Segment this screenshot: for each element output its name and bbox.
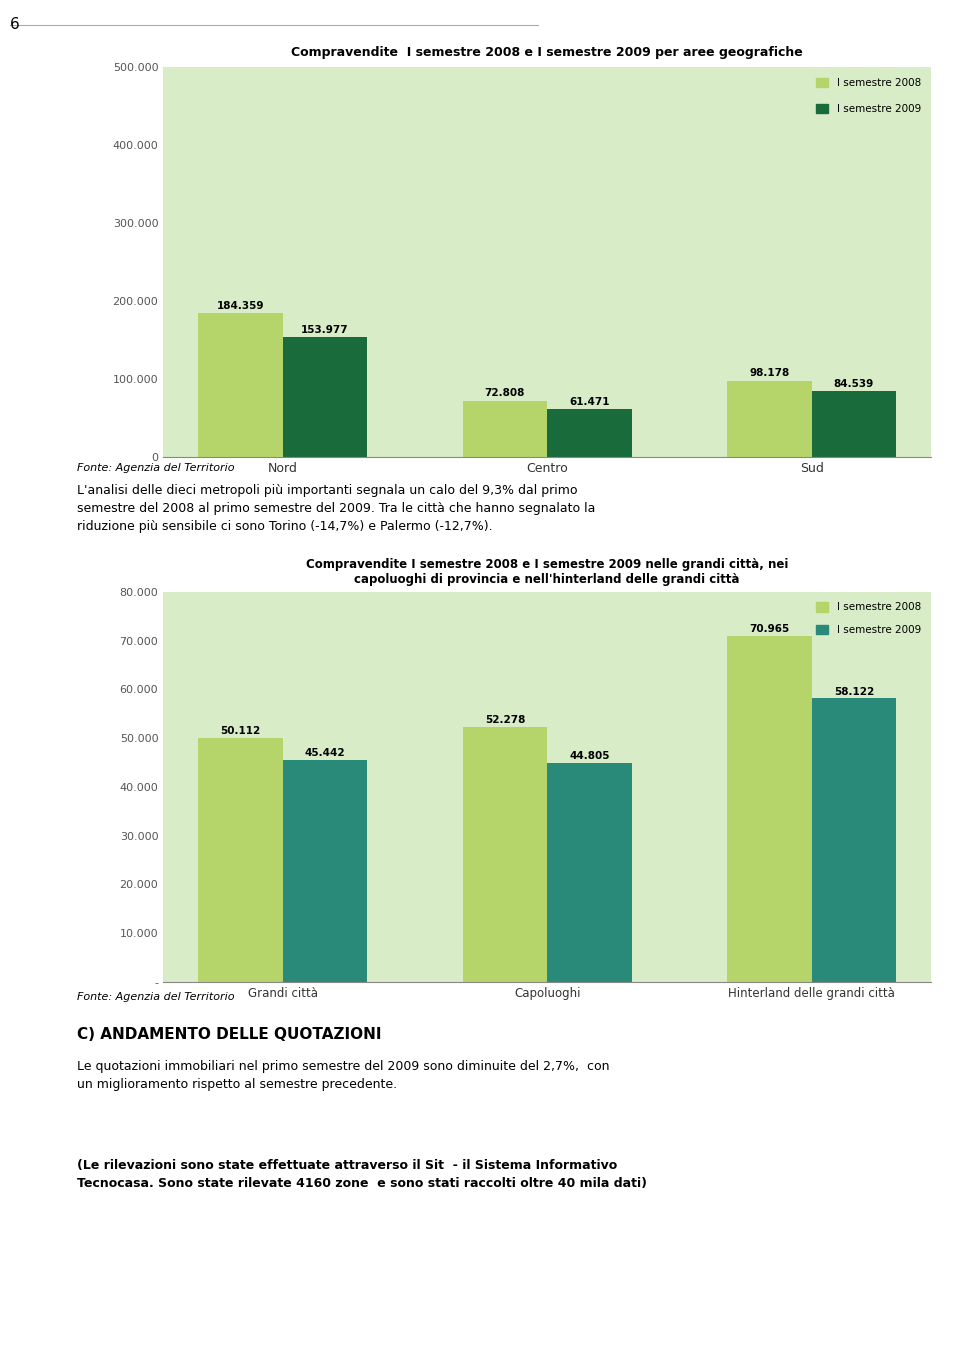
Text: 70.965: 70.965 [749, 624, 789, 633]
Bar [727, 381, 811, 457]
Text: 44.805: 44.805 [569, 752, 610, 761]
Text: C) ANDAMENTO DELLE QUOTAZIONI: C) ANDAMENTO DELLE QUOTAZIONI [77, 1026, 381, 1042]
Title: Compravendite I semestre 2008 e I semestre 2009 nelle grandi città, nei
capoluog: Compravendite I semestre 2008 e I semest… [306, 558, 788, 586]
Text: Fonte: Agenzia del Territorio: Fonte: Agenzia del Territorio [77, 463, 234, 473]
Legend: I semestre 2008, I semestre 2009: I semestre 2008, I semestre 2009 [810, 73, 926, 118]
Bar [547, 764, 632, 982]
Bar [283, 338, 368, 457]
Text: (Le rilevazioni sono state effettuate attraverso il Sit  - il Sistema Informativ: (Le rilevazioni sono state effettuate at… [77, 1159, 647, 1190]
Text: L'analisi delle dieci metropoli più importanti segnala un calo del 9,3% dal prim: L'analisi delle dieci metropoli più impo… [77, 484, 595, 533]
Bar [283, 760, 368, 982]
Bar [727, 636, 811, 982]
Text: 153.977: 153.977 [301, 325, 348, 335]
Text: 84.539: 84.539 [834, 379, 875, 389]
Bar [811, 698, 897, 982]
Text: 58.122: 58.122 [834, 686, 875, 697]
Text: 72.808: 72.808 [485, 389, 525, 398]
Bar [198, 737, 283, 982]
Text: 61.471: 61.471 [569, 397, 610, 408]
Text: 50.112: 50.112 [220, 725, 260, 736]
Bar [463, 726, 547, 982]
Text: Le quotazioni immobiliari nel primo semestre del 2009 sono diminuite del 2,7%,  : Le quotazioni immobiliari nel primo seme… [77, 1060, 610, 1091]
Text: 6: 6 [10, 17, 19, 32]
Text: 52.278: 52.278 [485, 716, 525, 725]
Title: Compravendite  I semestre 2008 e I semestre 2009 per aree geografiche: Compravendite I semestre 2008 e I semest… [291, 46, 804, 59]
Text: 98.178: 98.178 [749, 369, 789, 378]
Text: Fonte: Agenzia del Territorio: Fonte: Agenzia del Territorio [77, 991, 234, 1002]
Text: 184.359: 184.359 [217, 301, 264, 311]
Text: Casa Trend: Casa Trend [849, 17, 944, 32]
Bar [547, 409, 632, 457]
Text: 45.442: 45.442 [304, 748, 346, 759]
Bar [811, 391, 897, 457]
Bar [198, 313, 283, 457]
Legend: I semestre 2008, I semestre 2009: I semestre 2008, I semestre 2009 [810, 597, 926, 640]
Bar [463, 401, 547, 457]
